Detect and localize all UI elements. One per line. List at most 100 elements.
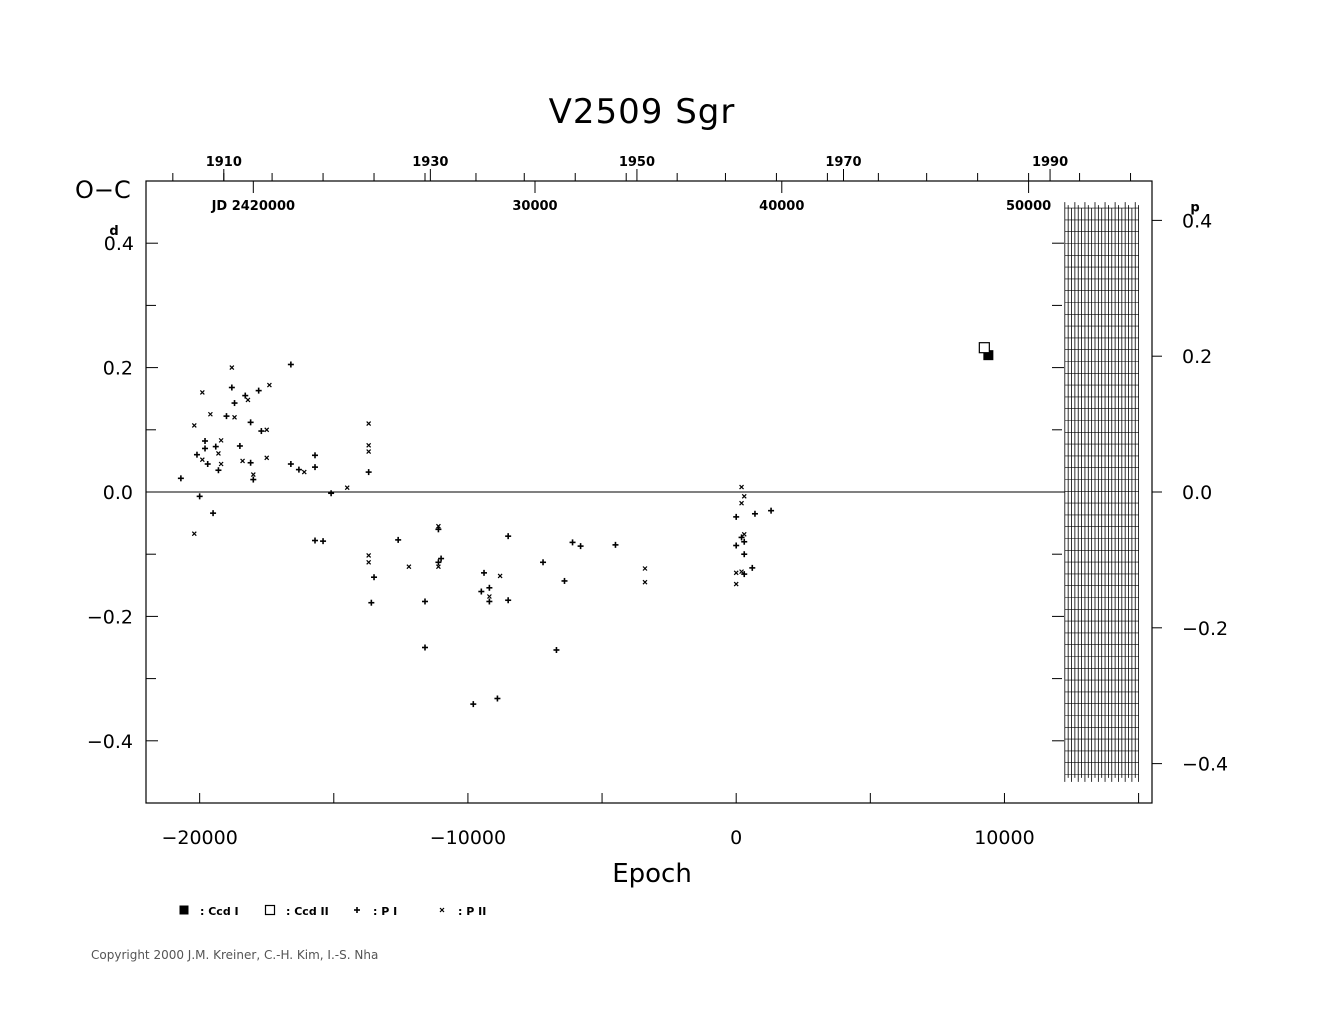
point-p-i: [768, 507, 775, 514]
point-p-i: [354, 907, 360, 913]
right-tick-label: −0.2: [1182, 618, 1228, 640]
point-p-i: [612, 541, 619, 548]
point-p-ii: [366, 559, 372, 565]
point-p-i: [255, 387, 262, 394]
point-p-ii-b: [264, 455, 270, 461]
point-p-ii: [435, 523, 441, 529]
point-p-i: [741, 538, 748, 545]
point-p-ii-b: [199, 457, 205, 463]
point-p-ii-b: [191, 423, 197, 428]
point-p-i: [553, 646, 560, 653]
point-p-i: [312, 464, 319, 471]
point-p-i: [569, 539, 576, 546]
point-p-ii-b: [406, 564, 412, 570]
point-p-ii: [497, 573, 503, 579]
point-p-i: [505, 533, 512, 540]
y-tick-label: 0.4: [104, 233, 134, 255]
point-p-i: [368, 599, 375, 606]
top-year-label: 1970: [825, 155, 861, 170]
data-points: [177, 342, 994, 708]
x-tick-label: 10000: [974, 827, 1034, 849]
point-p-i: [202, 437, 209, 444]
point-p-i: [215, 467, 222, 474]
point-p-ii: [739, 500, 744, 506]
point-p-ii: [250, 472, 256, 478]
point-p-i: [202, 445, 209, 452]
point-ccd-ii: [978, 342, 990, 354]
point-p-i: [741, 571, 748, 578]
point-p-ii: [741, 531, 747, 537]
point-p-i: [751, 510, 758, 517]
point-p-i: [438, 555, 445, 562]
point-p-ii: [733, 570, 739, 576]
point-p-ii-b: [366, 442, 372, 448]
point-p-i: [223, 413, 230, 420]
jd-tick-label: 50000: [1006, 199, 1051, 214]
point-p-i: [320, 538, 327, 545]
point-p-i: [738, 534, 745, 541]
point-p-i: [287, 461, 294, 468]
point-p-ii: [264, 427, 270, 433]
right-tick-label: 0.2: [1182, 346, 1212, 368]
point-p-i: [287, 361, 294, 368]
point-p-i: [505, 597, 512, 604]
point-p-i: [250, 476, 257, 483]
point-p-ii-b: [207, 411, 213, 417]
point-p-ii: [435, 564, 441, 570]
point-p-ii: [366, 449, 372, 454]
top-year-label: 1950: [619, 155, 655, 170]
point-p-i: [312, 537, 319, 544]
point-p-ii-b: [435, 523, 441, 529]
point-p-ii: [301, 469, 307, 475]
point-p-ii: [642, 566, 648, 571]
point-p-ii-b: [486, 594, 492, 599]
point-p-ii-b: [366, 449, 372, 454]
point-p-i: [247, 419, 254, 426]
point-p-ii: [229, 365, 235, 371]
point-p-ii-b: [439, 907, 445, 913]
point-p-ii: [486, 594, 492, 599]
point-p-i: [365, 469, 372, 476]
point-p-i: [741, 551, 748, 558]
point-p-ii: [266, 382, 272, 388]
point-p-ii-b: [739, 569, 744, 575]
point-p-i: [371, 574, 378, 581]
point-p-ii: [406, 564, 412, 570]
point-p-i: [540, 559, 547, 566]
point-p-ii: [199, 457, 205, 463]
jd-tick-label: 40000: [759, 199, 804, 214]
point-p-ii-b: [739, 484, 744, 490]
legend: : Ccd I: Ccd II: P I: P II: [179, 904, 486, 918]
point-p-ii-b: [266, 382, 272, 388]
point-p-ii-b: [216, 451, 221, 456]
point-p-ii-b: [497, 573, 503, 579]
top-year-label: 1910: [206, 155, 242, 170]
point-p-i: [470, 701, 477, 708]
right-tick-label: 0.0: [1182, 482, 1212, 504]
x-tick-label: 0: [730, 827, 742, 849]
point-p-ii-b: [366, 421, 372, 427]
point-p-ii: [439, 907, 445, 913]
y-tick-label: 0.2: [103, 358, 133, 380]
point-p-i: [561, 577, 568, 584]
point-p-ii: [733, 581, 739, 587]
point-p-i: [212, 443, 219, 450]
point-p-ii: [366, 553, 372, 558]
point-ccd-ii: [264, 904, 276, 916]
point-p-ii-b: [733, 581, 739, 587]
point-p-i: [328, 490, 335, 497]
point-p-ii: [264, 455, 270, 461]
y-unit-left: d: [109, 224, 118, 239]
point-p-ii: [216, 451, 221, 456]
point-p-i: [494, 695, 501, 702]
point-p-i: [577, 543, 584, 550]
point-p-ii-b: [642, 566, 648, 571]
point-p-ii: [232, 414, 237, 420]
legend-label: : Ccd II: [286, 905, 329, 918]
point-p-ii-b: [435, 564, 441, 570]
point-p-ii-b: [240, 458, 246, 464]
point-p-ii: [191, 531, 197, 537]
point-p-ii-b: [741, 531, 747, 537]
point-p-ii: [344, 485, 350, 491]
